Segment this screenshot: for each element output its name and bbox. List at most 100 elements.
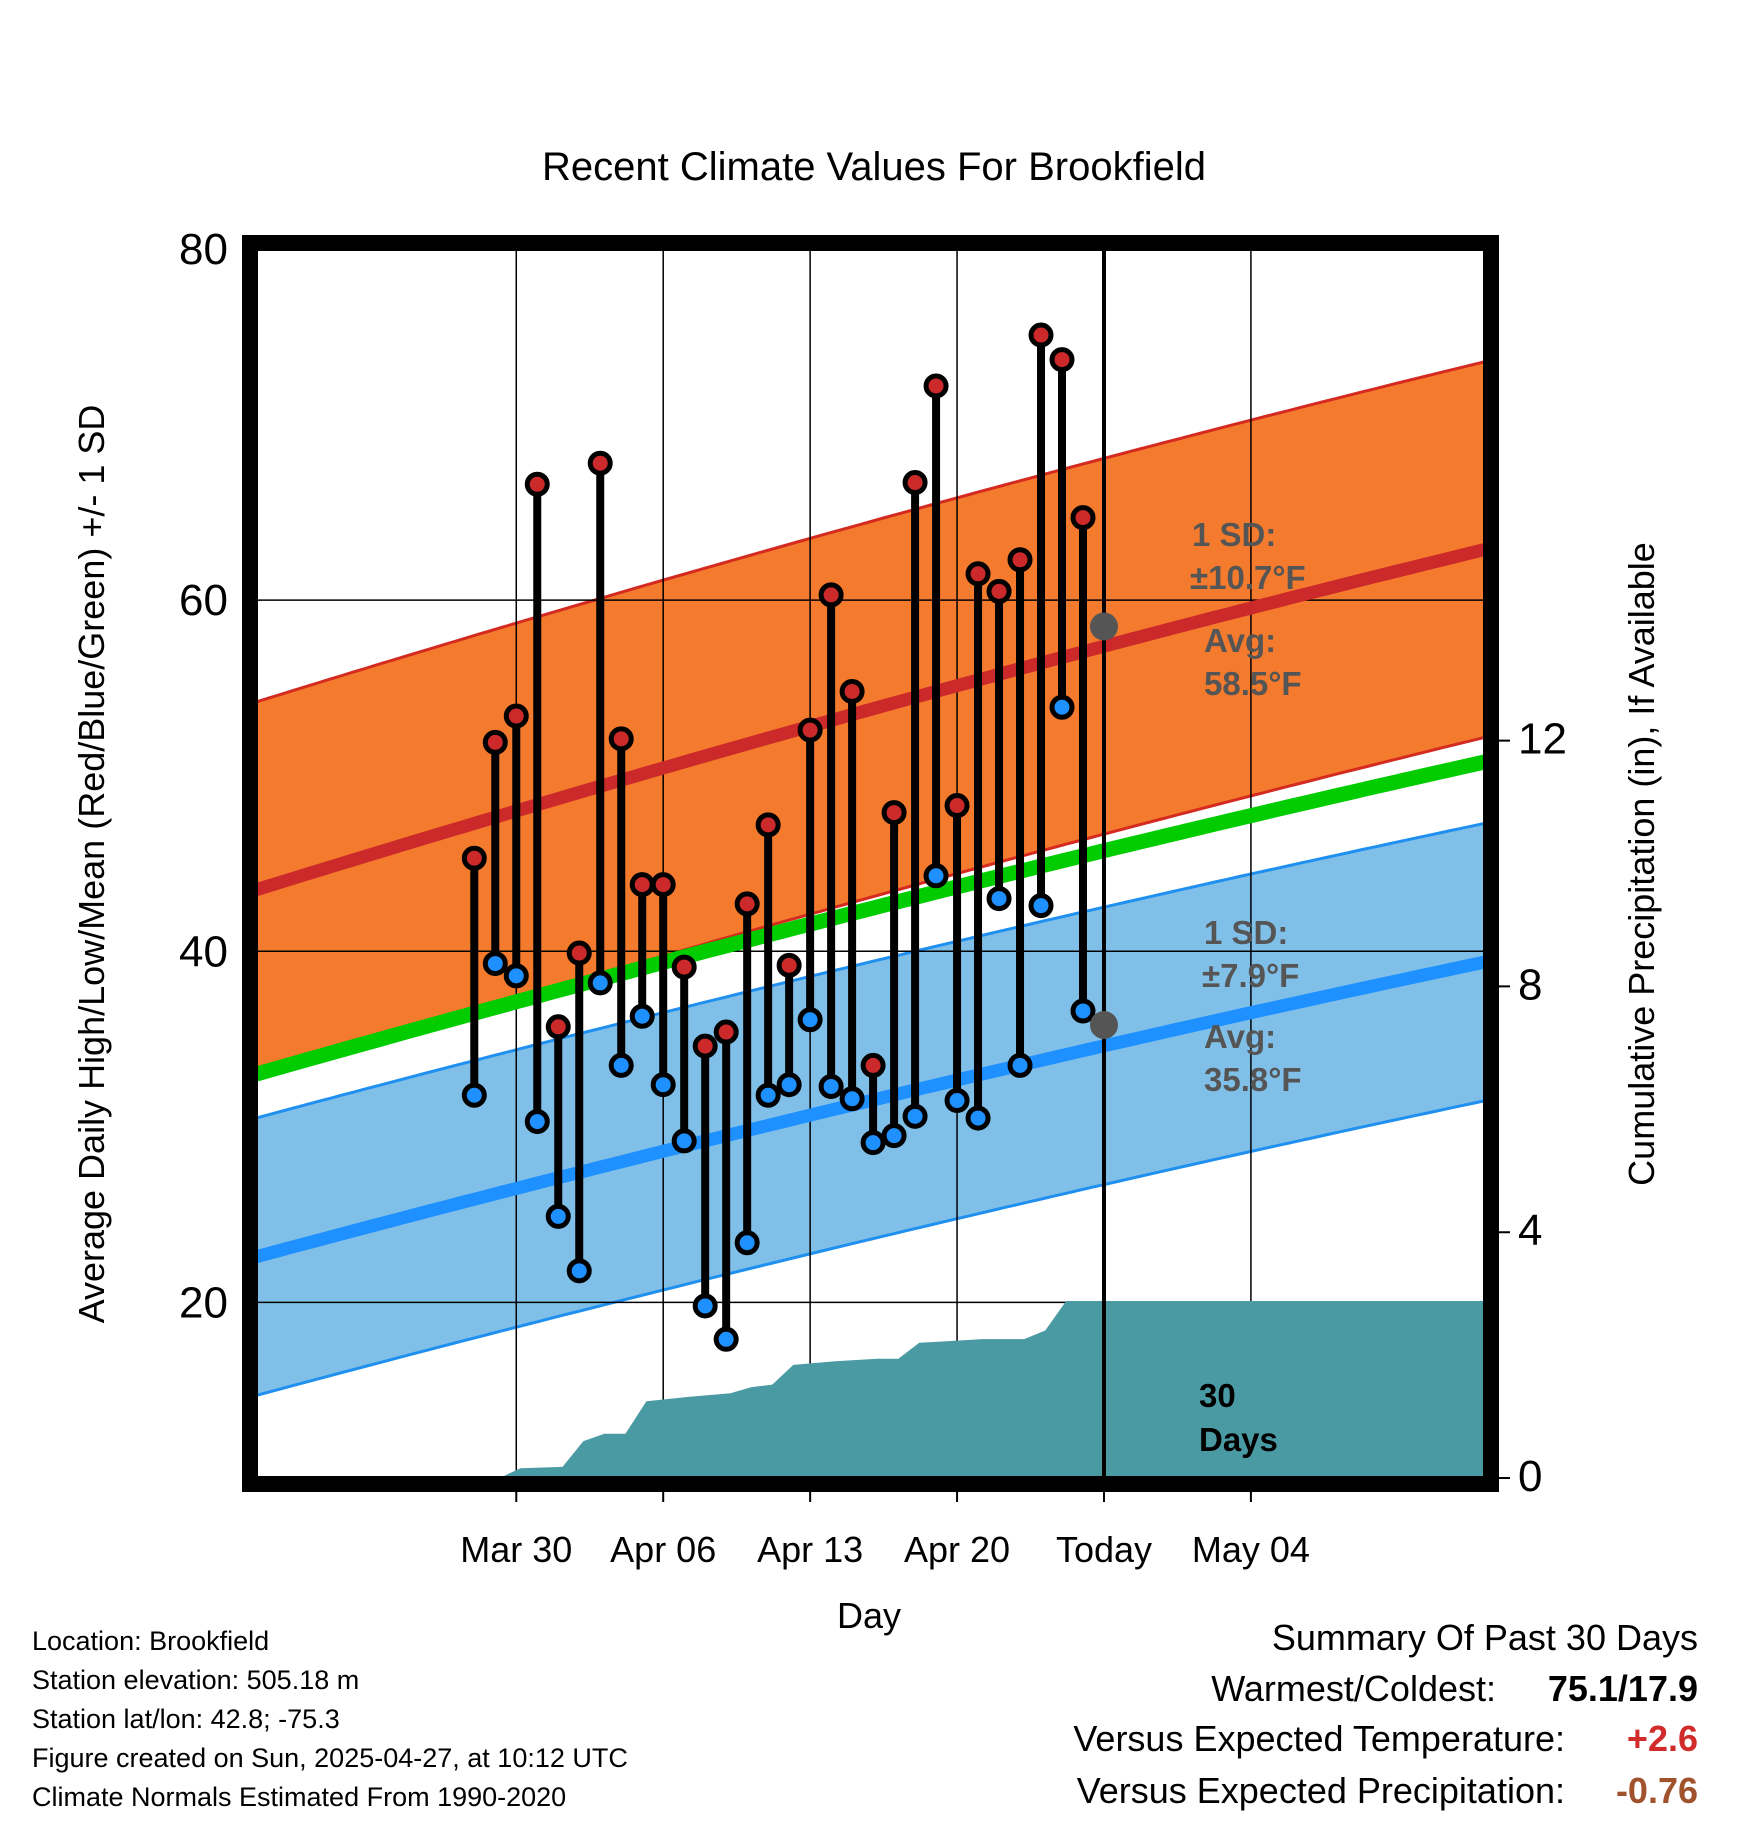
normal-high-line: [254, 542, 1488, 897]
high-sd-band: [256, 361, 1486, 1078]
high-point-27: [1028, 322, 1054, 348]
high-point-12: [713, 1019, 739, 1045]
summary-title: Summary Of Past 30 Days: [1272, 1617, 1698, 1658]
low-sd-value: ±7.9°F: [1202, 957, 1299, 994]
high-point-8: [629, 872, 655, 898]
high-point-24: [965, 561, 991, 587]
y-tick-label-2: 40: [179, 927, 228, 976]
low-avg-marker: [1089, 1011, 1118, 1040]
chart-texts: Recent Climate Values For Brookfield8060…: [32, 145, 1698, 1812]
high-point-18: [839, 678, 865, 704]
precip-vs-expected-label: Versus Expected Precipitation:: [1077, 1770, 1565, 1811]
x-tick-label-2: Apr 13: [757, 1529, 863, 1570]
low-point-16: [797, 1007, 823, 1033]
high-point-28: [1049, 347, 1075, 373]
x-tick-label-5: May 04: [1192, 1529, 1310, 1570]
days-count-label: 30: [1199, 1377, 1236, 1414]
chart-title: Recent Climate Values For Brookfield: [542, 145, 1206, 189]
plot-border: [242, 235, 1499, 1492]
temp-vs-expected-label: Versus Expected Temperature:: [1073, 1718, 1565, 1759]
low-point-4: [545, 1203, 571, 1229]
low-point-27: [1028, 893, 1054, 919]
high-avg-value: 58.5°F: [1204, 665, 1302, 702]
high-point-20: [881, 800, 907, 826]
low-point-2: [503, 963, 529, 989]
high-point-10: [671, 954, 697, 980]
low-sd-label: 1 SD:: [1204, 914, 1288, 951]
high-sd-label: 1 SD:: [1192, 516, 1276, 553]
y2-axis-label: Cumulative Precipitation (in), If Availa…: [1621, 542, 1662, 1186]
x-tick-label-3: Apr 20: [904, 1529, 1010, 1570]
low-point-19: [860, 1130, 886, 1156]
high-point-9: [650, 872, 676, 898]
low-point-15: [776, 1072, 802, 1098]
low-sd-upper-edge: [255, 821, 1487, 1120]
footer-line-0: Location: Brookfield: [32, 1626, 269, 1656]
low-point-12: [713, 1326, 739, 1352]
low-point-13: [734, 1230, 760, 1256]
high-point-5: [566, 940, 592, 966]
low-avg-value: 35.8°F: [1204, 1061, 1302, 1098]
low-point-0: [461, 1082, 487, 1108]
low-point-3: [524, 1109, 550, 1135]
x-tick-label-4: Today: [1056, 1529, 1152, 1570]
warm-cold-value: 75.1/17.9: [1548, 1668, 1698, 1709]
low-point-7: [608, 1052, 634, 1078]
low-point-26: [1007, 1052, 1033, 1078]
high-point-15: [776, 952, 802, 978]
temp-vs-expected-value: +2.6: [1627, 1718, 1698, 1759]
low-point-25: [986, 886, 1012, 912]
low-point-29: [1070, 998, 1096, 1024]
x-tick-label-1: Apr 06: [610, 1529, 716, 1570]
high-point-1: [482, 729, 508, 755]
precip-layer: [256, 1301, 1486, 1478]
high-point-14: [755, 812, 781, 838]
low-point-17: [818, 1073, 844, 1099]
high-sd-upper-edge: [255, 359, 1487, 704]
days-text-label: Days: [1199, 1421, 1278, 1458]
low-point-8: [629, 1003, 655, 1029]
precip-vs-expected-value: -0.76: [1616, 1770, 1698, 1811]
high-point-29: [1070, 505, 1096, 531]
high-point-4: [545, 1014, 571, 1040]
high-point-3: [524, 471, 550, 497]
high-avg-marker: [1089, 612, 1118, 641]
low-point-18: [839, 1086, 865, 1112]
y-tick-label-1: 60: [179, 576, 228, 625]
today-layer: [1089, 243, 1118, 1484]
y2-tick-label-0: 12: [1518, 715, 1567, 764]
low-point-9: [650, 1072, 676, 1098]
high-point-11: [692, 1033, 718, 1059]
high-point-6: [587, 450, 613, 476]
low-sd-lower-edge: [255, 1099, 1487, 1397]
bands-layer: [255, 359, 1487, 1397]
low-point-28: [1049, 694, 1075, 720]
low-point-6: [587, 970, 613, 996]
high-point-21: [902, 470, 928, 496]
low-point-20: [881, 1123, 907, 1149]
high-point-19: [860, 1052, 886, 1078]
low-point-10: [671, 1128, 697, 1154]
y2-tick-label-3: 0: [1518, 1452, 1542, 1501]
warm-cold-label: Warmest/Coldest:: [1211, 1668, 1496, 1709]
high-point-2: [503, 703, 529, 729]
low-point-1: [482, 951, 508, 977]
low-point-21: [902, 1103, 928, 1129]
high-point-0: [461, 845, 487, 871]
y2-tick-label-2: 4: [1518, 1206, 1542, 1255]
y-tick-label-3: 20: [179, 1278, 228, 1327]
high-point-13: [734, 891, 760, 917]
high-point-26: [1007, 547, 1033, 573]
x-axis-label: Day: [837, 1595, 901, 1636]
footer-line-3: Figure created on Sun, 2025-04-27, at 10…: [32, 1743, 628, 1773]
low-point-11: [692, 1293, 718, 1319]
high-avg-label: Avg:: [1204, 622, 1276, 659]
low-point-22: [923, 863, 949, 889]
y2-tick-label-1: 8: [1518, 960, 1542, 1009]
footer-line-2: Station lat/lon: 42.8; -75.3: [32, 1704, 340, 1734]
high-sd-value: ±10.7°F: [1190, 559, 1306, 596]
y-tick-label-0: 80: [179, 225, 228, 274]
y-axis-label: Average Daily High/Low/Mean (Red/Blue/Gr…: [71, 405, 112, 1324]
footer-line-4: Climate Normals Estimated From 1990-2020: [32, 1782, 566, 1812]
